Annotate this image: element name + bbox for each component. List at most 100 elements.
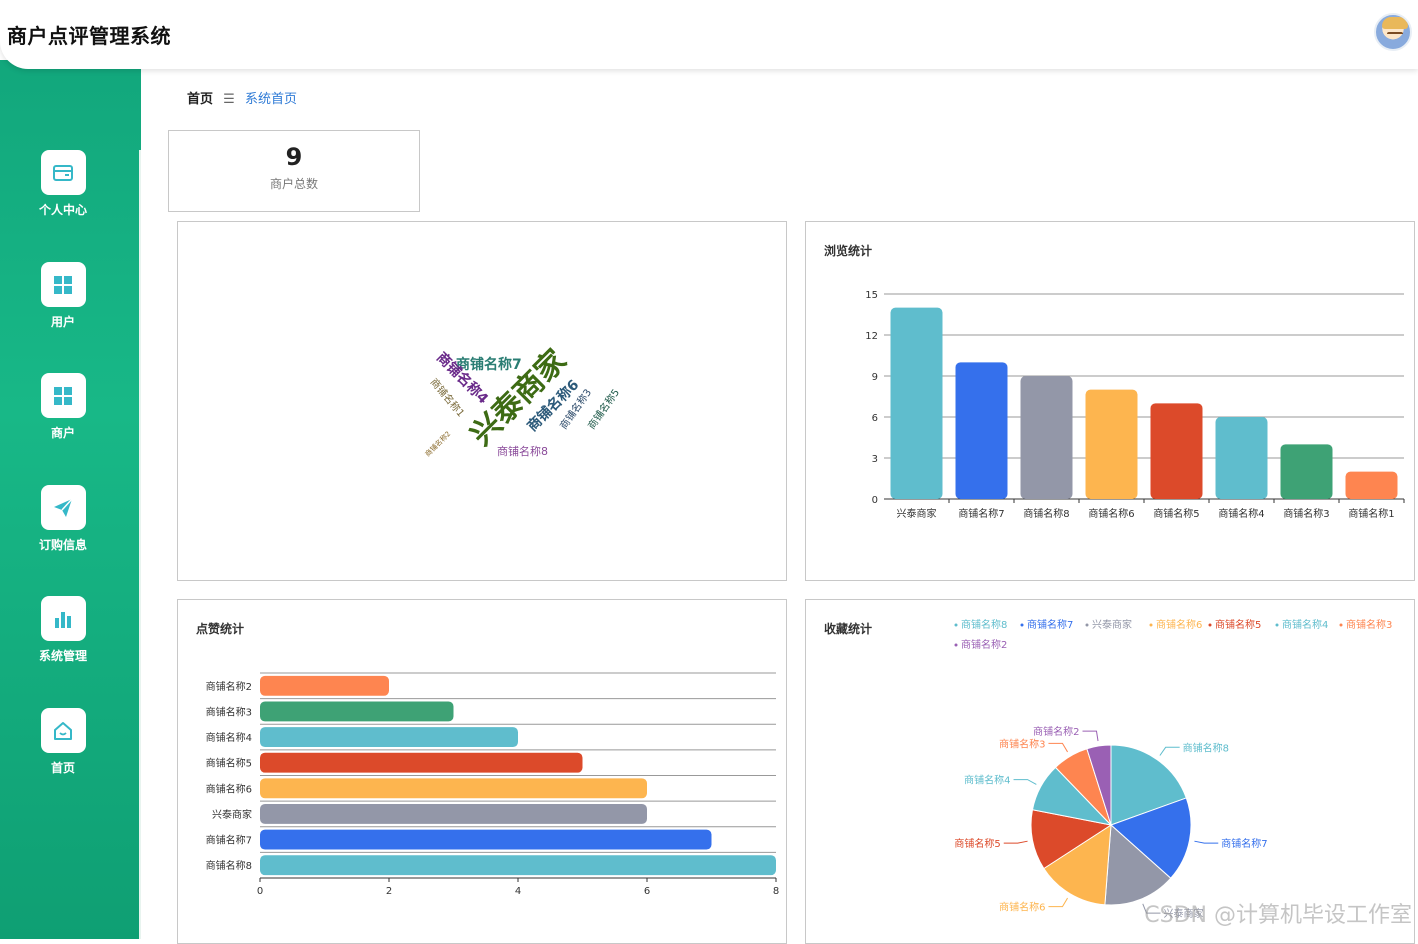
y-tick-label: 商铺名称8	[206, 859, 252, 872]
app-title: 商户点评管理系统	[7, 20, 171, 49]
bar	[1151, 403, 1203, 499]
pie-label-line	[1082, 731, 1098, 741]
bar	[260, 676, 389, 696]
legend-marker	[1340, 624, 1343, 627]
pie-label: 商铺名称4	[964, 774, 1010, 787]
pie-label-line	[1048, 898, 1067, 907]
legend-entry: 商铺名称7	[1027, 618, 1073, 631]
merchant-count-card: 9 商户总数	[168, 130, 420, 212]
x-tick-label: 4	[515, 886, 521, 897]
bar	[1021, 376, 1073, 499]
pie-label: 商铺名称7	[1221, 837, 1267, 850]
y-tick-label: 商铺名称4	[206, 731, 252, 744]
y-tick-label: 9	[872, 372, 878, 383]
y-tick-label: 兴泰商家	[212, 808, 252, 821]
merchant-count-label: 商户总数	[169, 175, 419, 192]
x-tick-label: 商铺名称3	[1283, 507, 1329, 520]
x-tick-label: 商铺名称4	[1218, 507, 1264, 520]
y-tick-label: 6	[872, 413, 878, 424]
bar	[891, 308, 943, 499]
pie-label: 商铺名称5	[954, 837, 1000, 850]
x-tick-label: 2	[386, 886, 392, 897]
sidebar-item-label: 商户	[27, 424, 99, 441]
x-tick-label: 6	[644, 886, 650, 897]
x-tick-label: 商铺名称8	[1023, 507, 1069, 520]
legend-entry: 兴泰商家	[1092, 618, 1132, 631]
bar	[1086, 390, 1138, 499]
bar	[260, 804, 647, 824]
sidebar: 个人中心 用户 商户 订购信息 系统管理 首页	[0, 60, 141, 939]
y-tick-label: 3	[872, 454, 878, 465]
legend-marker	[1021, 624, 1024, 627]
pie-label-line	[1004, 841, 1028, 843]
y-tick-label: 15	[865, 290, 878, 301]
y-tick-label: 商铺名称7	[206, 834, 252, 847]
bar	[260, 830, 712, 850]
legend-marker	[955, 644, 958, 647]
legend-marker	[1276, 624, 1279, 627]
legend-entry: 商铺名称8	[961, 618, 1007, 631]
bar	[260, 727, 518, 747]
y-tick-label: 商铺名称2	[206, 680, 252, 693]
wallet-icon	[41, 150, 86, 195]
breadcrumb-home[interactable]: 首页	[187, 92, 213, 107]
x-tick-label: 商铺名称5	[1153, 507, 1199, 520]
x-tick-label: 商铺名称6	[1088, 507, 1134, 520]
bar	[1216, 417, 1268, 499]
pie-label: 商铺名称8	[1183, 741, 1229, 754]
sidebar-item-orders[interactable]: 订购信息	[27, 485, 99, 553]
legend-entry: 商铺名称2	[961, 638, 1007, 651]
sidebar-item-personal-center[interactable]: 个人中心	[27, 150, 99, 218]
y-tick-label: 商铺名称5	[206, 757, 252, 770]
sidebar-item-label: 订购信息	[27, 536, 99, 553]
y-tick-label: 商铺名称6	[206, 782, 252, 795]
sidebar-item-label: 首页	[27, 759, 99, 776]
pie-label-line	[1014, 780, 1037, 785]
legend-entry: 商铺名称4	[1282, 618, 1328, 631]
x-tick-label: 0	[257, 886, 263, 897]
y-tick-label: 商铺名称3	[206, 705, 252, 718]
grid-icon	[41, 373, 86, 418]
pie-label: 商铺名称2	[1033, 725, 1079, 738]
legend-entry: 商铺名称5	[1215, 618, 1261, 631]
bar	[260, 778, 647, 798]
wordcloud-word: 商铺名称8	[497, 444, 548, 458]
watermark: CSDN @计算机毕设工作室	[1144, 897, 1412, 929]
wordcloud-panel: 兴泰商家 商铺名称7 商铺名称4 商铺名称6 商铺名称1 商铺名称3 商铺名称5…	[177, 221, 787, 581]
sidebar-item-merchants[interactable]: 商户	[27, 373, 99, 441]
x-tick-label: 兴泰商家	[897, 507, 937, 520]
breadcrumb-separator-icon: ☰	[223, 92, 235, 107]
sidebar-item-home[interactable]: 首页	[27, 708, 99, 776]
pie-label-line	[1194, 841, 1218, 843]
home-icon	[41, 708, 86, 753]
legend-marker	[1150, 624, 1153, 627]
wordcloud-word: 商铺名称2	[423, 429, 452, 458]
legend-marker	[1209, 624, 1212, 627]
breadcrumb: 首页 ☰ 系统首页	[187, 88, 297, 107]
grid-icon	[41, 262, 86, 307]
sidebar-item-label: 用户	[27, 313, 99, 330]
legend-entry: 商铺名称6	[1156, 618, 1202, 631]
sidebar-item-users[interactable]: 用户	[27, 262, 99, 330]
pie-label: 商铺名称3	[999, 737, 1045, 750]
sidebar-item-system[interactable]: 系统管理	[27, 596, 99, 664]
bar	[1346, 472, 1398, 499]
bar-chart-icon	[41, 596, 86, 641]
bar	[260, 701, 454, 721]
user-avatar[interactable]	[1374, 13, 1412, 51]
bar	[1281, 444, 1333, 499]
y-tick-label: 0	[872, 495, 878, 506]
x-tick-label: 8	[773, 886, 779, 897]
sidebar-item-label: 系统管理	[27, 647, 99, 664]
bar	[260, 753, 583, 773]
bar	[260, 855, 776, 875]
pie-label-line	[1048, 743, 1067, 752]
x-tick-label: 商铺名称1	[1348, 507, 1394, 520]
legend-marker	[1086, 624, 1089, 627]
breadcrumb-current: 系统首页	[245, 92, 297, 107]
